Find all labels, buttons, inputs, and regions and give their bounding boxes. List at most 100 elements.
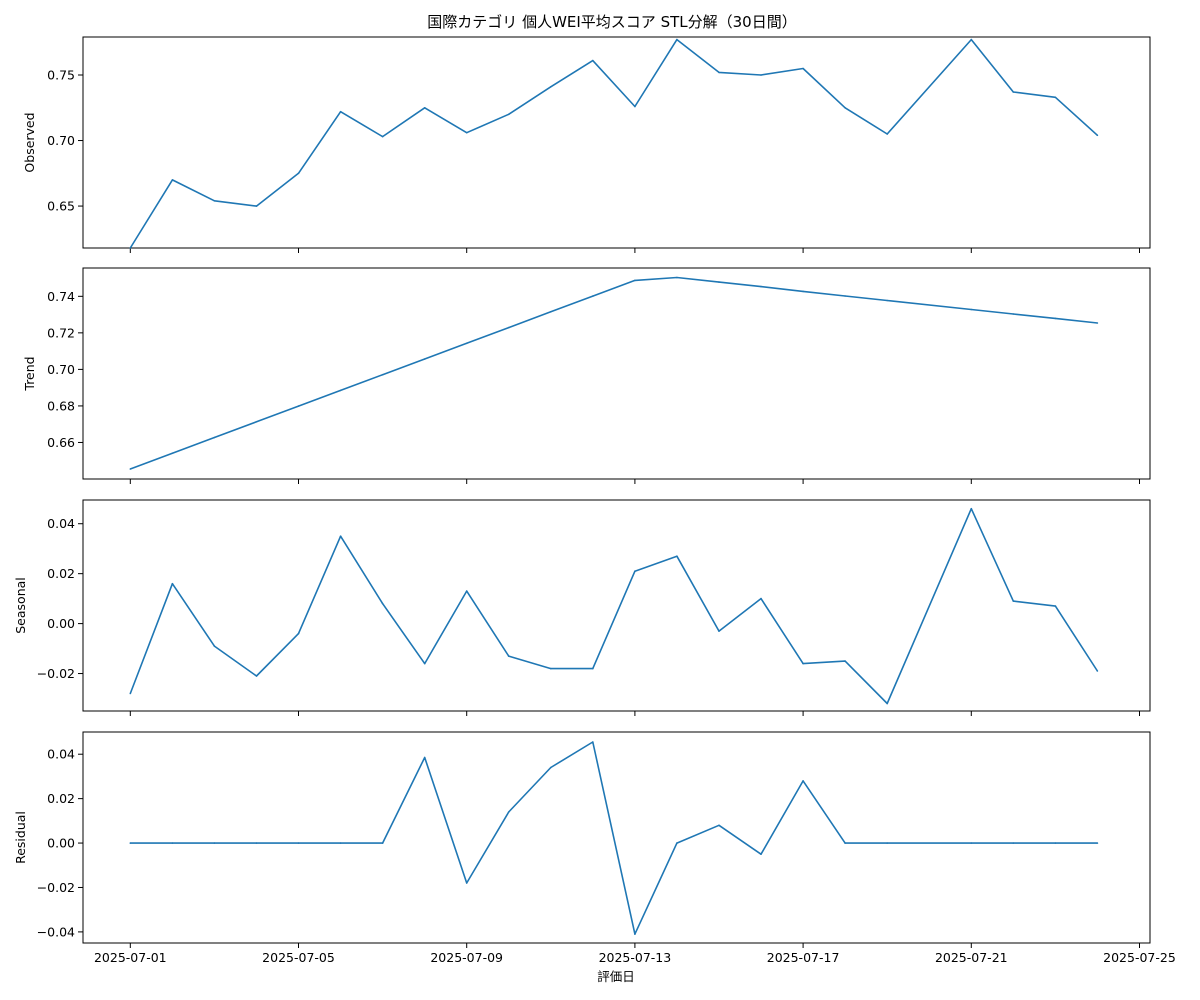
data-point	[339, 389, 342, 392]
y-tick-label: 0.75	[47, 68, 75, 83]
data-point	[423, 662, 426, 665]
y-tick-label: 0.00	[47, 616, 75, 631]
series-line-trend	[130, 276, 1098, 470]
data-point	[1054, 605, 1057, 607]
series-line-seasonal	[129, 507, 1099, 705]
y-tick-label: 0.66	[47, 435, 75, 450]
data-point	[1012, 842, 1015, 844]
data-point	[507, 811, 510, 813]
data-point	[760, 853, 762, 855]
panel-trend: 0.66 0.68 0.70 0.72 0.74 Trend	[22, 267, 1151, 484]
data-point	[423, 107, 426, 109]
series-line-residual	[130, 741, 1098, 935]
data-point	[676, 38, 678, 41]
data-point	[844, 107, 846, 109]
y-axis-label-trend: Trend	[22, 356, 37, 391]
data-point	[171, 179, 174, 181]
data-point	[255, 842, 258, 844]
data-point	[339, 110, 342, 113]
data-point	[1096, 134, 1099, 137]
series-line-observed	[129, 38, 1098, 249]
y-tick-label: 0.72	[47, 325, 75, 340]
data-point	[886, 133, 888, 135]
y-tick-label: 0.02	[47, 791, 75, 806]
data-point	[507, 326, 510, 329]
data-point	[970, 842, 973, 844]
data-point	[970, 507, 973, 510]
data-point	[129, 468, 132, 470]
data-point	[507, 113, 510, 116]
data-point	[802, 780, 804, 782]
data-point	[550, 86, 552, 88]
panel-frame	[82, 267, 1151, 480]
data-point	[886, 702, 888, 705]
data-point	[970, 308, 973, 311]
data-point	[381, 373, 384, 376]
data-point	[1096, 322, 1099, 324]
data-point	[213, 645, 216, 647]
data-point	[381, 602, 384, 605]
data-point	[381, 842, 384, 844]
x-tick-label: 2025-07-01	[94, 950, 167, 965]
data-point	[802, 662, 804, 665]
data-point	[297, 405, 300, 407]
data-point	[844, 842, 846, 844]
data-point	[634, 933, 636, 935]
data-point	[718, 71, 720, 74]
y-tick-label: 0.70	[47, 362, 75, 377]
data-point	[213, 200, 216, 202]
y-tick-label: 0.74	[47, 289, 75, 304]
data-point	[718, 630, 720, 632]
data-point	[255, 205, 258, 207]
data-point	[760, 597, 762, 600]
y-tick-label: 0.65	[47, 199, 75, 214]
y-tick-label: 0.02	[47, 566, 75, 581]
data-point	[465, 342, 468, 345]
data-point	[129, 842, 132, 844]
data-point	[339, 535, 342, 537]
panel-frame	[82, 36, 1151, 249]
y-tick-label: −0.04	[37, 924, 75, 939]
x-tick-label: 2025-07-05	[262, 950, 335, 965]
data-point	[381, 135, 384, 138]
data-point	[802, 67, 804, 70]
data-point	[129, 247, 132, 249]
data-point	[634, 570, 636, 572]
y-tick-label: 0.70	[47, 133, 75, 148]
data-point	[297, 632, 300, 635]
data-point	[676, 555, 678, 557]
data-point	[802, 290, 804, 293]
x-tick-label: 2025-07-17	[767, 950, 840, 965]
data-point	[886, 299, 888, 302]
data-point	[255, 421, 258, 423]
data-point	[718, 281, 720, 283]
data-point	[718, 824, 720, 827]
x-tick-label: 2025-07-21	[935, 950, 1008, 965]
data-point	[760, 285, 762, 288]
data-point	[1054, 317, 1057, 320]
x-tick-label: 2025-07-09	[430, 950, 503, 965]
data-point	[1096, 670, 1099, 672]
data-point	[676, 276, 678, 279]
data-point	[550, 766, 552, 769]
panel-seasonal: −0.02 0.00 0.02 0.04 Seasonal	[13, 499, 1151, 716]
data-point	[465, 882, 468, 884]
data-point	[129, 692, 132, 695]
data-point	[171, 452, 174, 455]
data-point	[970, 38, 973, 41]
data-point	[592, 295, 594, 297]
data-point	[592, 59, 594, 62]
chart-title: 国際カテゴリ 個人WEI平均スコア STL分解（30日間）	[427, 13, 796, 31]
y-axis-label-residual: Residual	[13, 811, 28, 864]
data-point	[255, 675, 258, 677]
data-point	[550, 667, 552, 670]
data-point	[507, 655, 510, 657]
y-tick-label: 0.68	[47, 398, 75, 413]
data-point	[213, 436, 216, 439]
data-point	[1054, 96, 1057, 99]
data-point	[339, 842, 342, 844]
data-point	[297, 172, 300, 175]
y-axis-label-observed: Observed	[22, 112, 37, 172]
data-point	[1012, 91, 1015, 93]
